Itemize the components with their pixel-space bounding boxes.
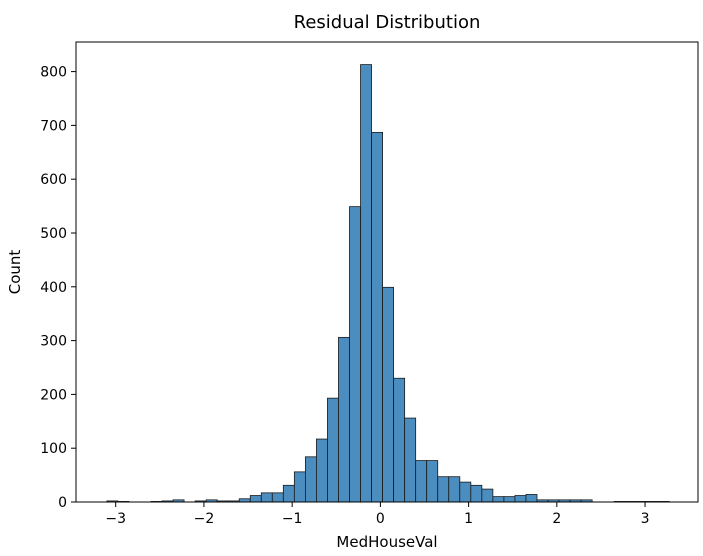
y-tick-label: 400 bbox=[40, 280, 67, 296]
histogram-bar bbox=[316, 438, 328, 503]
histogram-bar bbox=[525, 494, 538, 503]
y-tick-label: 300 bbox=[40, 334, 67, 350]
plot-frame bbox=[75, 41, 699, 503]
histogram-bar bbox=[293, 471, 306, 503]
chart-title: Residual Distribution bbox=[294, 12, 481, 33]
histogram-bar bbox=[360, 64, 372, 503]
x-axis-label: MedHouseVal bbox=[336, 533, 437, 551]
histogram-bar bbox=[470, 484, 483, 503]
histogram-bar bbox=[382, 286, 395, 503]
x-axis: −3 −2 −1 0 1 2 3 bbox=[105, 502, 650, 527]
histogram-bar bbox=[448, 476, 461, 503]
y-tick-label: 500 bbox=[40, 226, 67, 242]
x-tick-label: −3 bbox=[105, 511, 126, 527]
histogram-bar bbox=[415, 460, 428, 503]
histogram-bar bbox=[492, 496, 505, 503]
histogram-bar bbox=[249, 495, 262, 503]
y-axis: 0 100 200 300 400 500 600 700 800 bbox=[40, 65, 76, 511]
histogram-bar bbox=[437, 476, 450, 503]
y-tick-label: 600 bbox=[40, 172, 67, 188]
y-tick-label: 100 bbox=[40, 441, 67, 457]
histogram-bar bbox=[503, 496, 516, 503]
histogram-bar bbox=[338, 336, 350, 503]
histogram-bar bbox=[304, 456, 317, 503]
x-tick-label: 0 bbox=[376, 511, 385, 527]
histogram-bar bbox=[349, 206, 361, 503]
x-tick-label: −1 bbox=[282, 511, 303, 527]
histogram-bar bbox=[282, 484, 295, 503]
histogram-bar bbox=[514, 495, 527, 503]
x-tick-label: 3 bbox=[641, 511, 650, 527]
histogram-bar bbox=[271, 492, 284, 503]
histogram-bar bbox=[371, 131, 383, 503]
x-tick-label: 1 bbox=[464, 511, 473, 527]
x-tick-label: −2 bbox=[194, 511, 215, 527]
histogram-bar bbox=[260, 492, 273, 503]
x-tick-label: 2 bbox=[552, 511, 561, 527]
histogram-bar bbox=[481, 488, 494, 503]
histogram-bar bbox=[426, 460, 439, 503]
y-tick-label: 800 bbox=[40, 65, 67, 81]
histogram-bar bbox=[327, 397, 339, 503]
histogram-bar bbox=[393, 377, 406, 503]
bars-group bbox=[106, 64, 670, 503]
y-tick-label: 700 bbox=[40, 118, 67, 134]
histogram-bar bbox=[459, 481, 472, 503]
y-tick-label: 0 bbox=[58, 495, 67, 511]
histogram-bar bbox=[404, 417, 417, 503]
y-axis-label: Count bbox=[6, 250, 24, 295]
y-tick-label: 200 bbox=[40, 387, 67, 403]
